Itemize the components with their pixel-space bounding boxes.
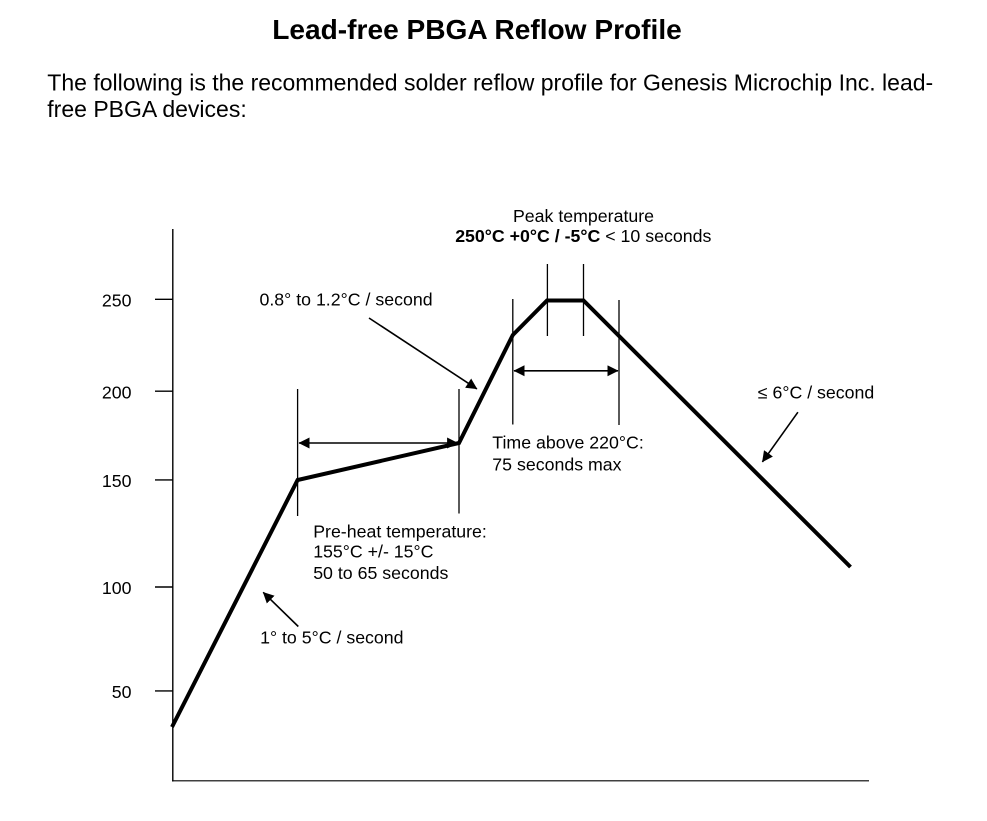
svg-text:155°C +/- 15°C: 155°C +/- 15°C (313, 542, 433, 562)
svg-text:≤ 6°C / second: ≤ 6°C / second (758, 382, 875, 402)
svg-text:0.8° to 1.2°C / second: 0.8° to 1.2°C / second (260, 289, 433, 309)
svg-text:200: 200 (102, 382, 132, 402)
svg-text:50: 50 (112, 682, 132, 702)
svg-text:Time above 220°C:: Time above 220°C: (492, 432, 643, 452)
svg-text:Pre-heat temperature:: Pre-heat temperature: (313, 521, 487, 541)
svg-text:Lead-free PBGA Reflow Profile: Lead-free PBGA Reflow Profile (272, 14, 682, 45)
svg-text:50 to 65 seconds: 50 to 65 seconds (313, 563, 448, 583)
svg-text:250°C +0°C / -5°C < 10 seconds: 250°C +0°C / -5°C < 10 seconds (455, 226, 711, 246)
svg-text:250: 250 (102, 290, 132, 310)
svg-text:The following is the recommend: The following is the recommended solder … (47, 70, 933, 96)
svg-text:Peak temperature: Peak temperature (513, 206, 654, 226)
svg-text:100: 100 (102, 578, 132, 598)
svg-text:free PBGA devices:: free PBGA devices: (47, 96, 246, 122)
svg-text:75 seconds max: 75 seconds max (492, 454, 621, 474)
svg-text:1° to 5°C / second: 1° to 5°C / second (260, 627, 403, 647)
svg-text:150: 150 (102, 471, 132, 491)
